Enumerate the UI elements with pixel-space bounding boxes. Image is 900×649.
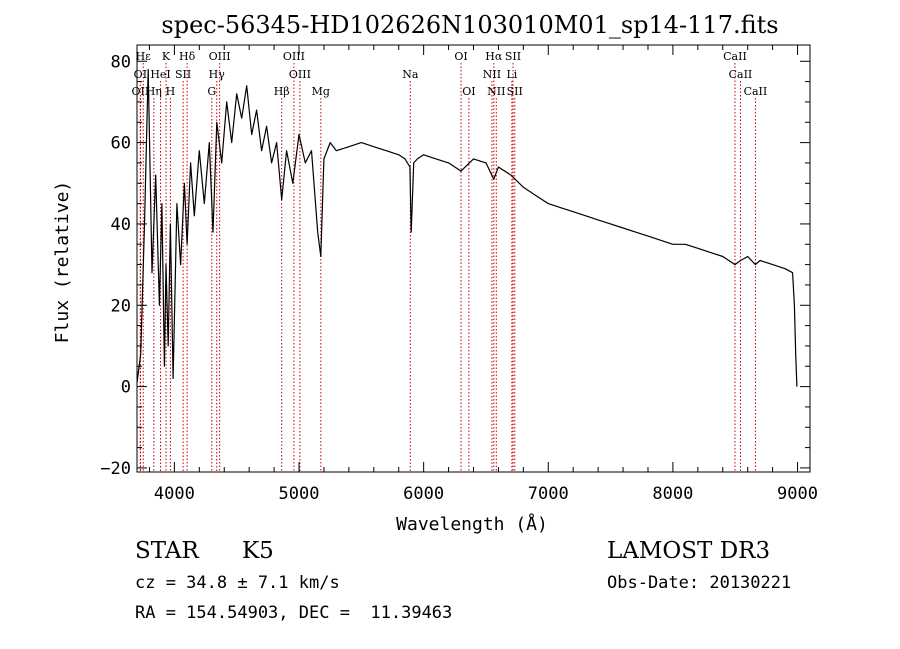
y-tick-label: 80 bbox=[111, 52, 131, 72]
line-label: Hγ bbox=[209, 68, 226, 81]
line-label: Li bbox=[506, 68, 517, 81]
x-tick-label: 7000 bbox=[528, 484, 569, 504]
line-label: K bbox=[162, 50, 171, 63]
coordinates: RA = 154.54903, DEC = 11.39463 bbox=[135, 603, 453, 623]
y-tick-label: 60 bbox=[111, 134, 131, 154]
x-tick-label: 9000 bbox=[777, 484, 818, 504]
x-tick-label: 6000 bbox=[403, 484, 444, 504]
x-axis-label: Wavelength (Å) bbox=[396, 513, 548, 535]
line-label: SII bbox=[507, 85, 523, 98]
line-label: Na bbox=[402, 68, 419, 81]
line-label: Hη bbox=[146, 85, 162, 98]
object-class: STAR bbox=[135, 538, 199, 564]
line-label: Hα bbox=[485, 50, 503, 63]
line-label: OII bbox=[132, 85, 150, 98]
line-label: OIII bbox=[289, 68, 311, 81]
line-label: OIII bbox=[209, 50, 231, 63]
line-label: Mg bbox=[312, 85, 330, 98]
survey-name: LAMOST DR3 bbox=[607, 538, 771, 564]
axes: 4000 5000 6000 7000 8000 9000 −20 0 20 40 60 80 bbox=[100, 44, 818, 504]
line-label: OIII bbox=[283, 50, 305, 63]
y-tick-label: 20 bbox=[111, 296, 131, 316]
line-label: CaII bbox=[744, 85, 768, 98]
line-label: OI bbox=[454, 50, 467, 63]
y-tick-label: 0 bbox=[121, 378, 131, 398]
line-label: NII bbox=[487, 85, 505, 98]
line-label: CaII bbox=[729, 68, 753, 81]
line-label: SII bbox=[175, 68, 191, 81]
observation-date: Obs-Date: 20130221 bbox=[607, 573, 792, 593]
line-label: OI bbox=[462, 85, 475, 98]
x-tick-label: 8000 bbox=[652, 484, 693, 504]
line-label: G bbox=[207, 85, 216, 98]
line-label: NII bbox=[483, 68, 501, 81]
line-label: SII bbox=[505, 50, 521, 63]
line-label: Hδ bbox=[179, 50, 196, 63]
object-subclass: K5 bbox=[242, 538, 274, 564]
x-tick-label: 4000 bbox=[154, 484, 195, 504]
spectrum-series bbox=[136, 68, 798, 387]
chart-title: spec-56345-HD102626N103010M01_sp14-117.f… bbox=[161, 11, 778, 39]
line-label: Hβ bbox=[274, 85, 290, 98]
line-label: CaII bbox=[723, 50, 747, 63]
y-tick-label: 40 bbox=[111, 215, 131, 235]
plot-frame bbox=[136, 44, 811, 473]
y-axis-label: Flux (relative) bbox=[52, 181, 73, 344]
line-label: OI bbox=[134, 68, 147, 81]
spectrum-line bbox=[136, 68, 798, 387]
y-tick-label: −20 bbox=[100, 459, 131, 479]
line-label: H bbox=[166, 85, 176, 98]
redshift-velocity: cz = 34.8 ± 7.1 km/s bbox=[135, 573, 340, 593]
line-label: Hε bbox=[136, 50, 152, 63]
line-label: HeI bbox=[150, 68, 170, 81]
x-tick-label: 5000 bbox=[279, 484, 320, 504]
